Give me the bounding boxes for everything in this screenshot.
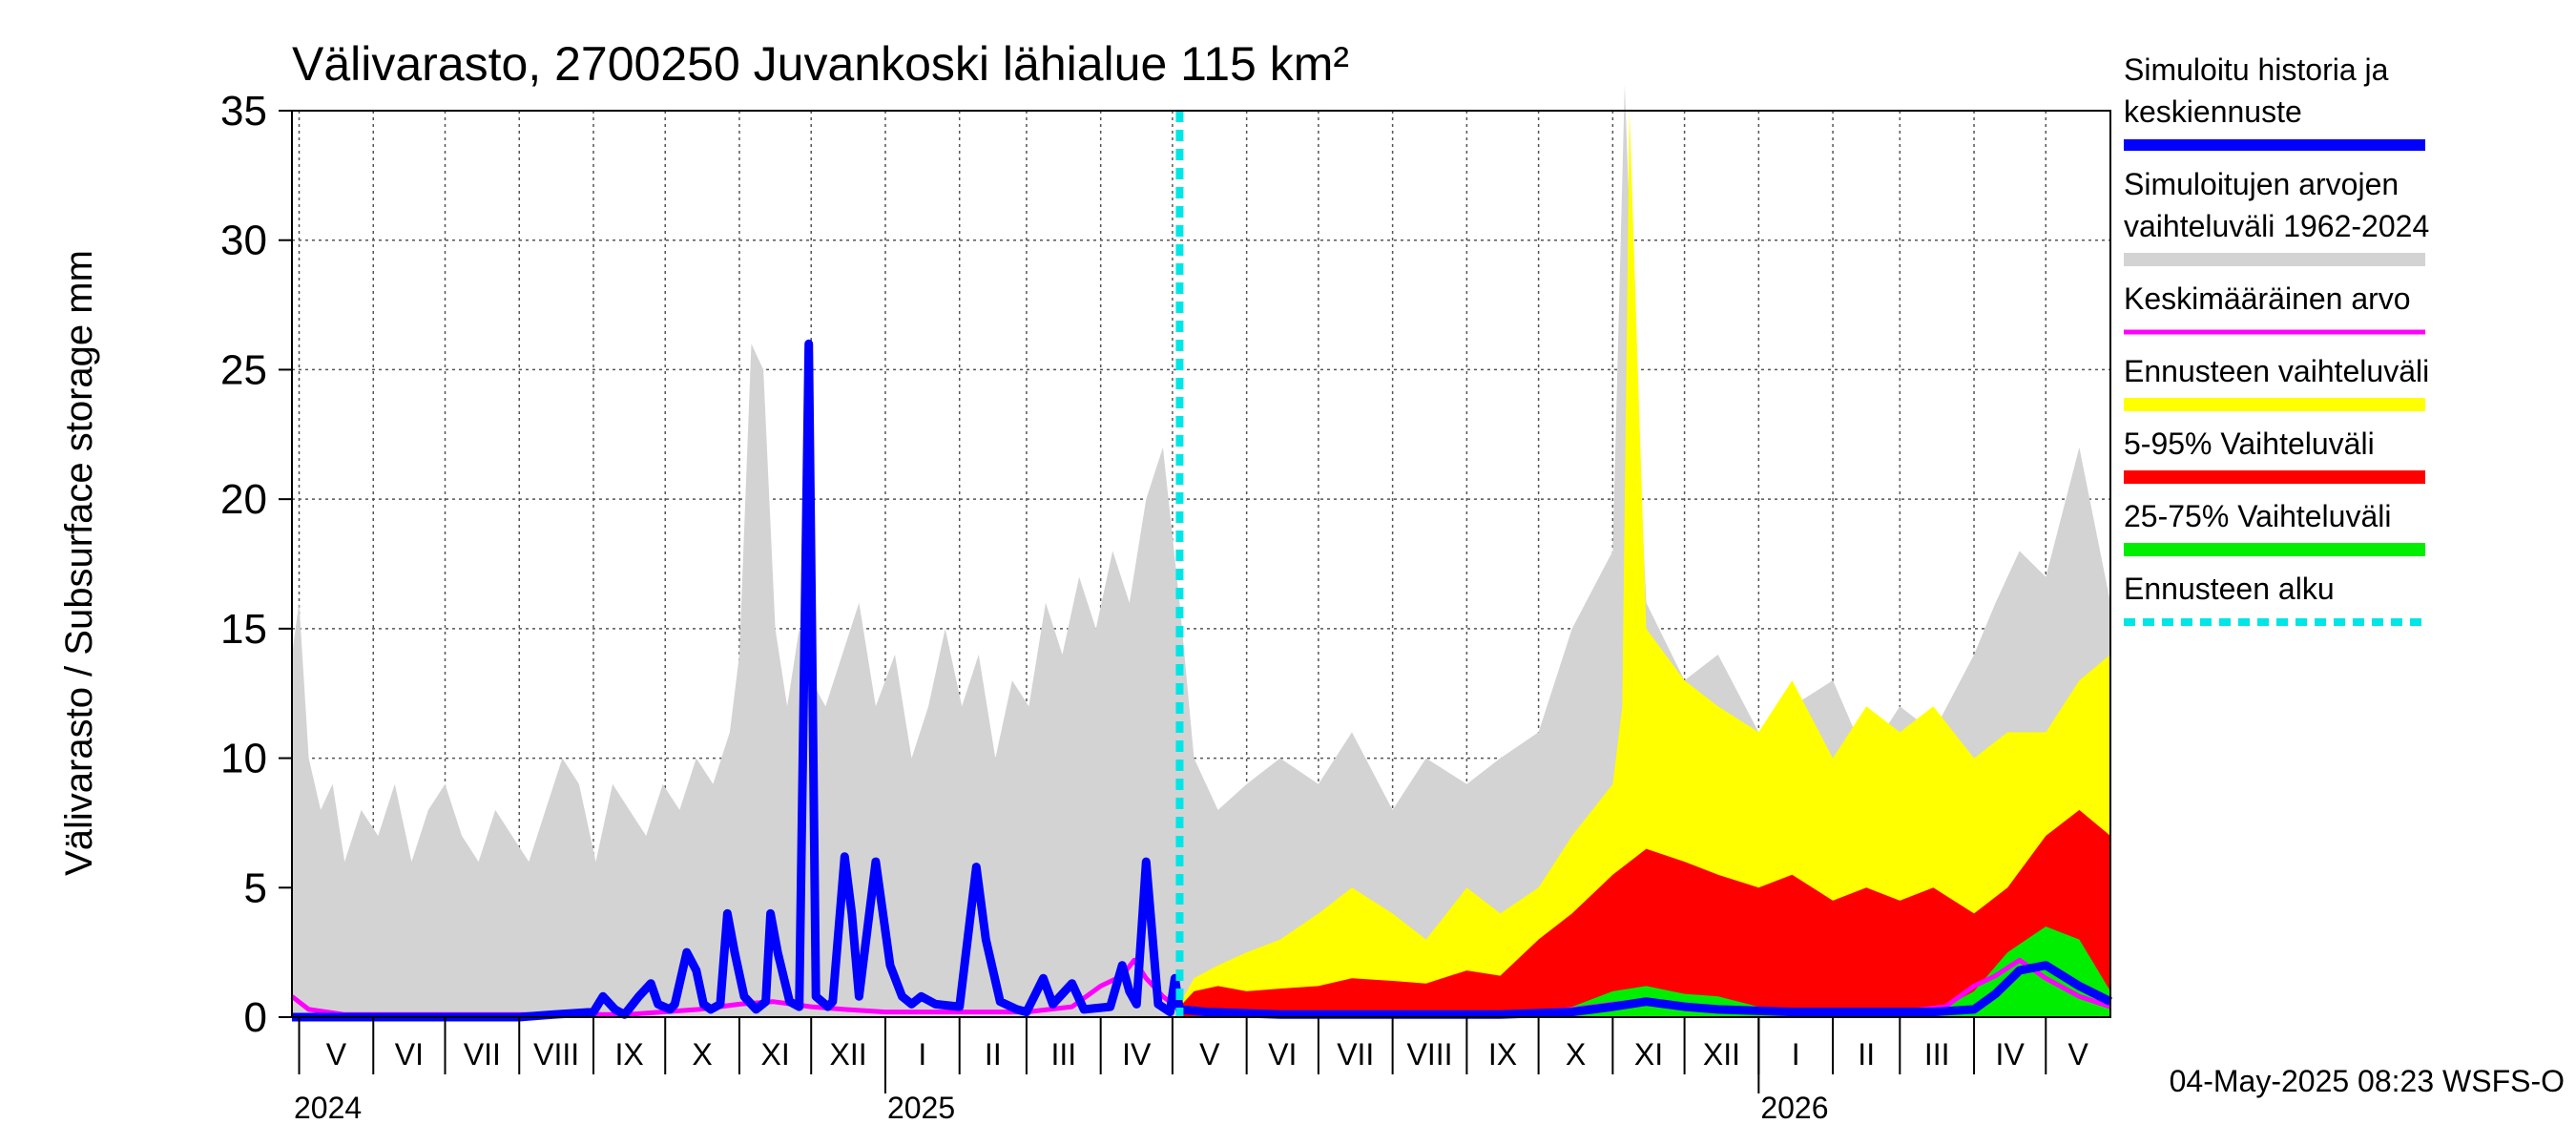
month-label: VIII bbox=[533, 1037, 579, 1072]
legend-label: Keskimääräinen arvo bbox=[2124, 281, 2411, 316]
y-tick-label: 5 bbox=[244, 864, 267, 911]
y-tick-label: 20 bbox=[220, 476, 267, 523]
legend-label: keskiennuste bbox=[2124, 94, 2302, 129]
month-label: VI bbox=[395, 1037, 424, 1072]
line-0000ff bbox=[292, 339, 2113, 1022]
month-label: I bbox=[1792, 1037, 1800, 1072]
month-label: III bbox=[1050, 1037, 1076, 1072]
month-label: V bbox=[326, 1037, 347, 1072]
month-label: XI bbox=[1634, 1037, 1663, 1072]
band-ffff00 bbox=[1179, 111, 2110, 1017]
month-label: I bbox=[918, 1037, 926, 1072]
year-label: 2025 bbox=[887, 1091, 955, 1125]
month-label: XII bbox=[1703, 1037, 1740, 1072]
year-label: 2024 bbox=[294, 1091, 362, 1125]
plot-frame bbox=[291, 110, 2111, 1018]
year-label: 2026 bbox=[1760, 1091, 1828, 1125]
month-label: VI bbox=[1268, 1037, 1297, 1072]
month-label: XII bbox=[830, 1037, 867, 1072]
y-tick-label: 30 bbox=[220, 218, 267, 264]
y-tick-label: 15 bbox=[220, 606, 267, 653]
legend-label: Simuloitu historia ja bbox=[2124, 52, 2389, 87]
legend-label: 5-95% Vaihteluväli bbox=[2124, 427, 2375, 461]
legend: Simuloitu historia ja keskiennuste Simuloi… bbox=[2124, 52, 2429, 626]
month-label: VII bbox=[464, 1037, 501, 1072]
y-tick-label: 25 bbox=[220, 346, 267, 393]
legend-label: Ennusteen vaihteluväli bbox=[2124, 354, 2429, 388]
legend-label: 25-75% Vaihteluväli bbox=[2124, 499, 2391, 533]
y-axis-label: Välivarasto / Subsurface storage mm bbox=[58, 250, 100, 876]
month-label: III bbox=[1924, 1037, 1950, 1072]
month-label: VII bbox=[1337, 1037, 1374, 1072]
month-label: V bbox=[2067, 1037, 2088, 1072]
plot-border bbox=[291, 110, 2111, 1018]
legend-label: vaihteluväli 1962-2024 bbox=[2124, 209, 2429, 243]
x-axis-months: V VI VII VIII IX X XI XII I II III IV V VI VII VIII IX X X… bbox=[294, 1017, 2088, 1125]
legend-label: Simuloitujen arvojen bbox=[2124, 167, 2399, 201]
month-label: IX bbox=[1488, 1037, 1517, 1072]
month-label: V bbox=[1199, 1037, 1220, 1072]
legend-label: Ennusteen alku bbox=[2124, 572, 2335, 606]
plot-series bbox=[290, 84, 2113, 1022]
y-tick-label: 35 bbox=[220, 88, 267, 135]
y-tick-label: 10 bbox=[220, 736, 267, 782]
month-label: II bbox=[1858, 1037, 1875, 1072]
footer-timestamp: 04-May-2025 08:23 WSFS-O bbox=[2170, 1064, 2565, 1098]
month-label: IV bbox=[1122, 1037, 1152, 1072]
month-label: X bbox=[692, 1037, 712, 1072]
month-label: IV bbox=[1996, 1037, 2025, 1072]
month-label: IX bbox=[614, 1037, 643, 1072]
band-ff0000 bbox=[1179, 809, 2110, 1017]
month-label: VIII bbox=[1406, 1037, 1452, 1072]
month-label: II bbox=[985, 1037, 1002, 1072]
y-axis-ticks: 0 5 10 15 20 25 30 35 bbox=[220, 88, 292, 1041]
month-label: XI bbox=[760, 1037, 789, 1072]
month-label: X bbox=[1566, 1037, 1586, 1072]
chart-title: Välivarasto, 2700250 Juvankoski lähialue… bbox=[292, 37, 1349, 91]
y-tick-label: 0 bbox=[244, 994, 267, 1041]
